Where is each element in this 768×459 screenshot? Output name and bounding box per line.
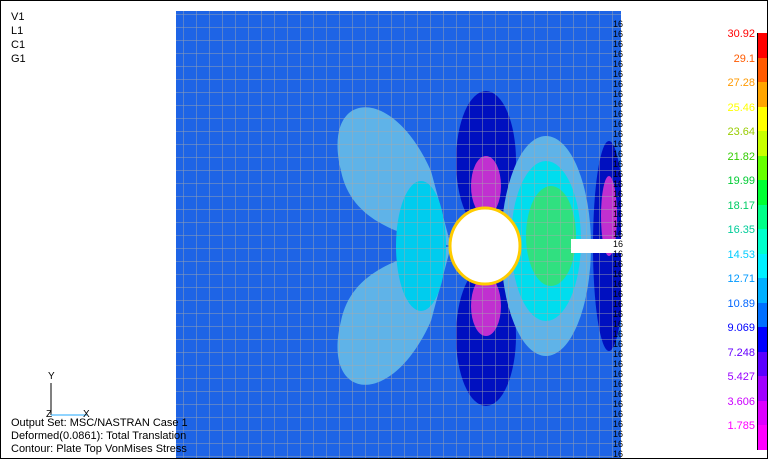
view-labels: V1 L1 C1 G1 xyxy=(11,10,26,66)
edge-marker: 16 xyxy=(613,209,623,219)
edge-marker: 16 xyxy=(613,239,623,249)
edge-marker: 16 xyxy=(613,439,623,449)
edge-marker: 16 xyxy=(613,249,623,259)
legend-swatch xyxy=(757,327,767,352)
edge-marker: 16 xyxy=(613,279,623,289)
legend-swatch xyxy=(757,106,767,131)
legend-swatch xyxy=(757,155,767,180)
edge-marker: 16 xyxy=(613,319,623,329)
legend-swatch xyxy=(757,253,767,278)
edge-marker: 16 xyxy=(613,429,623,439)
legend-value: 27.28 xyxy=(727,77,755,89)
edge-marker: 16 xyxy=(613,169,623,179)
edge-marker: 16 xyxy=(613,49,623,59)
contour-label: Contour: Plate Top VonMises Stress xyxy=(11,443,187,455)
legend-value: 1.785 xyxy=(727,420,755,432)
plate-hole xyxy=(448,206,522,286)
legend-swatch xyxy=(757,180,767,205)
legend-value: 30.92 xyxy=(727,28,755,40)
legend-value: 29.1 xyxy=(733,52,755,65)
edge-marker: 16 xyxy=(613,109,623,119)
edge-marker: 16 xyxy=(613,89,623,99)
legend-swatch xyxy=(757,351,767,376)
legend-value: 16.35 xyxy=(727,224,755,236)
plate-slot xyxy=(571,239,621,253)
color-label: C1 xyxy=(11,39,26,51)
edge-marker: 16 xyxy=(613,359,623,369)
edge-marker: 16 xyxy=(613,29,623,39)
legend-swatch xyxy=(757,400,767,425)
edge-marker: 16 xyxy=(613,369,623,379)
edge-marker: 16 xyxy=(613,69,623,79)
edge-constraint-markers: 1616161616161616161616161616161616161616… xyxy=(613,19,623,459)
legend-swatch xyxy=(757,425,767,450)
edge-marker: 16 xyxy=(613,99,623,109)
edge-marker: 16 xyxy=(613,119,623,129)
legend-value: 7.248 xyxy=(727,346,755,359)
legend-swatch xyxy=(757,57,767,82)
legend-value: 23.64 xyxy=(727,126,755,138)
edge-marker: 16 xyxy=(613,409,623,419)
edge-marker: 16 xyxy=(613,129,623,139)
output-info: Output Set: MSC/NASTRAN Case 1 Deformed(… xyxy=(11,417,188,456)
legend-value: 10.89 xyxy=(727,297,755,310)
edge-marker: 16 xyxy=(613,19,623,29)
axis-x-label: X xyxy=(83,409,90,420)
edge-marker: 16 xyxy=(613,139,623,149)
group-label: G1 xyxy=(11,53,26,65)
legend-swatch xyxy=(757,376,767,401)
output-set-label: Output Set: MSC/NASTRAN Case 1 xyxy=(11,417,188,429)
edge-marker: 16 xyxy=(613,299,623,309)
edge-marker: 16 xyxy=(613,179,623,189)
edge-marker: 16 xyxy=(613,199,623,209)
edge-marker: 16 xyxy=(613,269,623,279)
edge-marker: 16 xyxy=(613,149,623,159)
edge-marker: 16 xyxy=(613,289,623,299)
edge-marker: 16 xyxy=(613,399,623,409)
legend-value: 21.82 xyxy=(727,150,755,163)
legend-swatch xyxy=(757,278,767,303)
edge-marker: 16 xyxy=(613,309,623,319)
layer-label: L1 xyxy=(11,25,24,37)
legend-swatch xyxy=(757,131,767,156)
edge-marker: 16 xyxy=(613,219,623,229)
edge-marker: 16 xyxy=(613,259,623,269)
deformed-label: Deformed(0.0861): Total Translation xyxy=(11,430,187,442)
view-label: V1 xyxy=(11,11,25,23)
edge-marker: 16 xyxy=(613,449,623,459)
legend-swatch xyxy=(757,82,767,107)
legend-value: 25.46 xyxy=(727,101,755,114)
edge-marker: 16 xyxy=(613,189,623,199)
legend-value: 5.427 xyxy=(727,371,755,383)
mesh-grid xyxy=(176,11,621,458)
edge-marker: 16 xyxy=(613,39,623,49)
axis-z-label: Z xyxy=(46,409,53,420)
edge-marker: 16 xyxy=(613,59,623,69)
legend-value: 9.069 xyxy=(727,322,755,334)
axis-triad-icon xyxy=(50,383,87,416)
legend-value: 18.17 xyxy=(727,199,755,212)
legend-value: 19.99 xyxy=(727,175,755,187)
edge-marker: 16 xyxy=(613,339,623,349)
edge-marker: 16 xyxy=(613,389,623,399)
legend-swatch xyxy=(757,204,767,229)
edge-marker: 16 xyxy=(613,379,623,389)
edge-marker: 16 xyxy=(613,229,623,239)
legend-swatch xyxy=(757,33,767,58)
edge-marker: 16 xyxy=(613,419,623,429)
edge-marker: 16 xyxy=(613,159,623,169)
axis-y-label: Y xyxy=(48,371,55,382)
legend-swatch xyxy=(757,302,767,327)
edge-marker: 16 xyxy=(613,349,623,359)
edge-marker: 16 xyxy=(613,329,623,339)
legend-value: 12.71 xyxy=(727,273,755,285)
legend-value: 3.606 xyxy=(727,395,755,408)
legend-value: 14.53 xyxy=(727,248,755,261)
edge-marker: 16 xyxy=(613,79,623,89)
legend-swatch xyxy=(757,229,767,254)
axis-triad: Y Z X xyxy=(41,371,101,421)
